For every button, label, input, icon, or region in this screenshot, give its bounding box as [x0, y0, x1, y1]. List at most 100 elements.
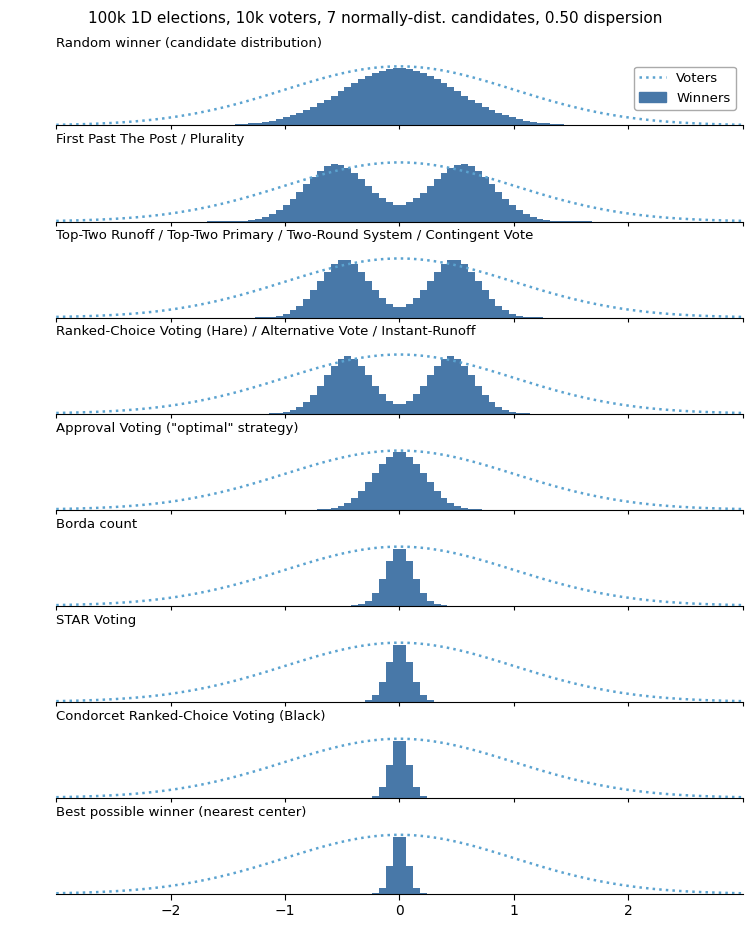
Bar [482, 177, 488, 221]
Bar [372, 193, 379, 221]
Bar [475, 281, 482, 317]
Bar [406, 766, 413, 798]
Bar [283, 314, 290, 317]
Bar [399, 452, 406, 510]
Bar [386, 766, 392, 798]
Bar [454, 505, 461, 510]
Bar [331, 264, 338, 317]
Bar [255, 123, 262, 125]
Text: Ranked-Choice Voting (Hare) / Alternative Vote / Instant-Runoff: Ranked-Choice Voting (Hare) / Alternativ… [56, 326, 476, 338]
Bar [420, 593, 427, 606]
Bar [303, 184, 310, 221]
Bar [516, 210, 523, 221]
Bar [433, 604, 440, 606]
Bar [530, 122, 537, 125]
Bar [331, 96, 338, 125]
Bar [413, 70, 420, 125]
Bar [324, 166, 331, 221]
Bar [420, 473, 427, 510]
Bar [296, 408, 303, 413]
Bar [440, 359, 448, 413]
Bar [523, 316, 530, 317]
Text: 100k 1D elections, 10k voters, 7 normally-dist. candidates, 0.50 dispersion: 100k 1D elections, 10k voters, 7 normall… [88, 11, 662, 27]
Bar [372, 593, 379, 606]
Bar [392, 404, 399, 413]
Bar [276, 210, 283, 221]
Bar [496, 408, 502, 413]
Bar [392, 548, 399, 606]
Bar [440, 498, 448, 510]
Bar [296, 113, 303, 125]
Bar [509, 314, 516, 317]
Bar [344, 167, 351, 221]
Bar [331, 164, 338, 221]
Bar [379, 394, 386, 413]
Bar [420, 796, 427, 798]
Bar [454, 164, 461, 221]
Bar [503, 115, 509, 125]
Bar [331, 366, 338, 413]
Bar [317, 386, 324, 413]
Bar [433, 491, 440, 510]
Bar [516, 119, 523, 125]
Bar [365, 483, 372, 510]
Bar [413, 788, 420, 798]
Bar [386, 69, 392, 125]
Bar [427, 700, 433, 702]
Bar [488, 184, 496, 221]
Bar [427, 601, 433, 606]
Bar [379, 887, 386, 894]
Bar [351, 359, 358, 413]
Bar [413, 887, 420, 894]
Bar [488, 110, 496, 125]
Bar [276, 315, 283, 317]
Bar [351, 264, 358, 317]
Bar [413, 298, 420, 317]
Bar [372, 290, 379, 317]
Bar [399, 741, 406, 798]
Bar [433, 179, 440, 221]
Text: Approval Voting ("optimal" strategy): Approval Voting ("optimal" strategy) [56, 422, 298, 434]
Bar [310, 291, 317, 317]
Bar [413, 394, 420, 413]
Bar [303, 402, 310, 413]
Bar [392, 307, 399, 317]
Bar [468, 272, 475, 317]
Bar [413, 464, 420, 510]
Bar [358, 179, 365, 221]
Text: First Past The Post / Plurality: First Past The Post / Plurality [56, 133, 244, 146]
Bar [290, 311, 296, 317]
Bar [440, 173, 448, 221]
Bar [358, 491, 365, 510]
Bar [392, 452, 399, 510]
Bar [338, 164, 344, 221]
Bar [413, 199, 420, 221]
Bar [537, 123, 544, 125]
Bar [290, 115, 296, 125]
Bar [482, 106, 488, 125]
Bar [338, 91, 344, 125]
Bar [365, 76, 372, 125]
Bar [523, 214, 530, 221]
Bar [338, 359, 344, 413]
Bar [386, 304, 392, 317]
Text: STAR Voting: STAR Voting [56, 614, 136, 627]
Bar [406, 202, 413, 221]
Bar [544, 124, 550, 125]
Bar [496, 113, 502, 125]
Bar [448, 167, 454, 221]
Bar [365, 700, 372, 702]
Bar [324, 509, 331, 510]
Bar [235, 124, 242, 125]
Bar [427, 375, 433, 413]
Bar [379, 464, 386, 510]
Bar [338, 260, 344, 317]
Bar [392, 837, 399, 894]
Bar [303, 299, 310, 317]
Bar [503, 311, 509, 317]
Bar [448, 356, 454, 413]
Bar [399, 548, 406, 606]
Bar [413, 579, 420, 606]
Bar [317, 281, 324, 317]
Bar [269, 121, 276, 125]
